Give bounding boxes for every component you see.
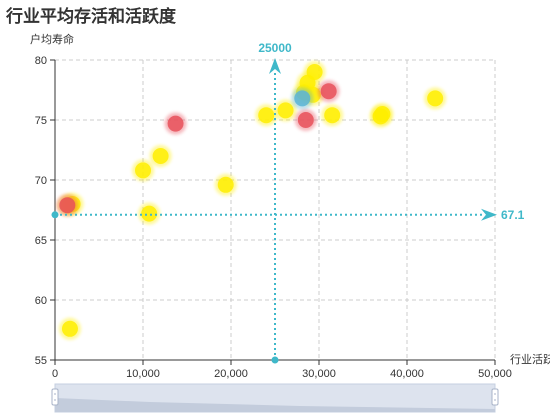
data-point (297, 112, 314, 128)
data-point (324, 107, 341, 124)
data-point (306, 64, 323, 80)
x-tick-label: 0 (52, 368, 58, 380)
data-point (320, 83, 337, 100)
y-tick-label: 55 (35, 355, 47, 367)
vertical-reference-label: 25000 (258, 41, 292, 55)
x-tick-label: 50,000 (478, 368, 512, 380)
data-point (427, 90, 444, 107)
y-tick-label: 60 (35, 295, 47, 307)
data-point (277, 102, 294, 119)
y-tick-label: 75 (35, 115, 47, 127)
data-points (56, 61, 447, 340)
vertical-reference-arrow (269, 58, 281, 74)
data-point (167, 115, 184, 132)
x-tick-label: 20,000 (214, 368, 248, 380)
data-point (294, 90, 311, 107)
x-axis-label: 行业活跃度 (510, 352, 550, 366)
zoom-handle-right[interactable] (491, 388, 499, 406)
chart-title: 行业平均存活和活跃度 (6, 7, 176, 27)
data-point (374, 106, 391, 122)
horizontal-reference-label: 67.1 (501, 208, 525, 222)
reference-lines: 25000 67.1 (51, 41, 525, 364)
data-point (141, 205, 158, 222)
data-point (217, 176, 234, 193)
x-tick-label: 40,000 (390, 368, 424, 380)
data-zoom-slider[interactable] (51, 383, 499, 413)
horizontal-reference-origin (51, 211, 59, 219)
x-tick-label: 10,000 (126, 368, 160, 380)
data-point (135, 162, 151, 179)
x-tick-label: 30,000 (302, 368, 336, 380)
horizontal-reference-arrow (481, 208, 497, 221)
axes: 0 10,000 20,000 30,000 40,000 50,000 55 60 65 70 7… (30, 32, 550, 380)
y-tick-label: 65 (35, 235, 47, 247)
zoom-data-shadow (55, 398, 495, 412)
data-point (152, 148, 169, 164)
y-tick-label: 70 (35, 175, 47, 187)
data-point (258, 107, 275, 124)
y-tick-label: 80 (35, 55, 47, 67)
vertical-reference-origin (271, 356, 279, 364)
y-axis-label: 户均寿命 (30, 32, 74, 46)
data-point (59, 197, 76, 214)
data-point (61, 320, 78, 337)
zoom-handle-left[interactable] (51, 388, 59, 406)
